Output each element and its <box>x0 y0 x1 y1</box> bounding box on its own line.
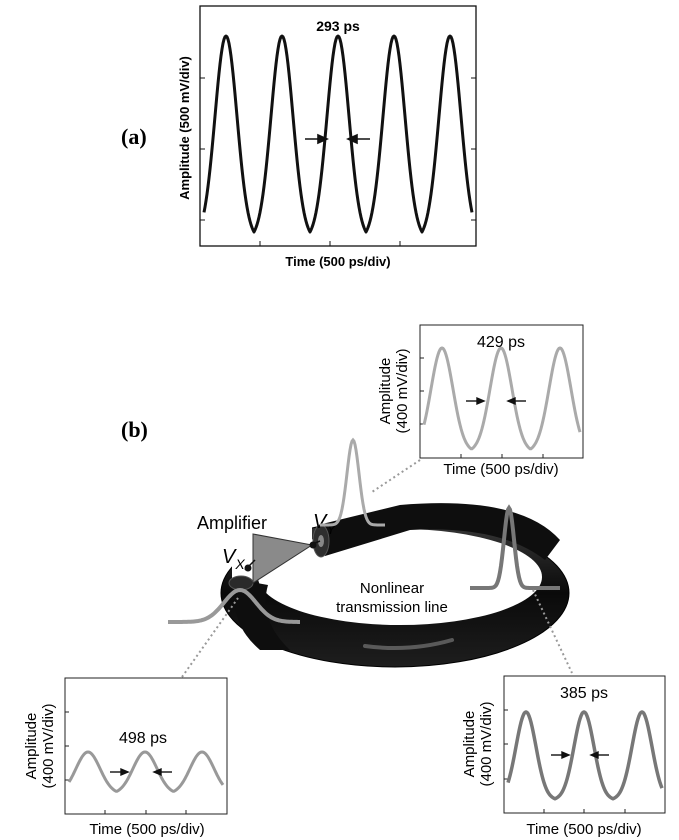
line-label-2: transmission line <box>336 599 448 616</box>
amplifier <box>244 533 321 584</box>
inset-left-trace <box>67 750 225 793</box>
inset-left-width-label: 498 ps <box>119 730 167 747</box>
panel-b: (b) Amplifier VY VX Nonlinear <box>23 324 666 838</box>
inset-right-xlabel: Time (500 ps/div) <box>526 821 641 838</box>
vx-node <box>244 564 252 572</box>
inset-right-ylabel-2: (400 mV/div) <box>478 701 495 786</box>
panel-a-xlabel: Time (500 ps/div) <box>285 254 390 269</box>
vy-node <box>309 541 317 549</box>
inset-left-ylabel-1: Amplitude <box>23 713 40 780</box>
inset-left-ylabel-2: (400 mV/div) <box>40 703 57 788</box>
inset-right: 385 ps Time (500 ps/div) Amplitude (400 … <box>461 675 666 838</box>
panel-a-frame <box>199 5 477 247</box>
line-label-1: Nonlinear <box>360 580 424 597</box>
inset-left-xlabel: Time (500 ps/div) <box>89 821 204 838</box>
inset-top-trace <box>422 346 582 451</box>
inset-left: 498 ps Time (500 ps/div) Amplitude (400 … <box>23 677 228 838</box>
vy-label: VY <box>313 511 337 537</box>
inset-top: 429 ps Time (500 ps/div) Amplitude (400 … <box>377 324 584 478</box>
panel-a-ticks <box>200 77 476 246</box>
transmission-line-ring <box>220 503 570 668</box>
pulse-on-line <box>470 504 560 590</box>
inset-right-ylabel-1: Amplitude <box>461 711 478 778</box>
inset-top-xlabel: Time (500 ps/div) <box>443 461 558 478</box>
pulse-at-vy <box>320 437 385 527</box>
panel-a-label: (a) <box>121 124 147 149</box>
panel-b-label: (b) <box>121 417 148 442</box>
inset-right-width-label: 385 ps <box>560 685 608 702</box>
amplifier-label: Amplifier <box>197 513 267 533</box>
pulse-at-vx <box>168 587 300 624</box>
vx-label: VX <box>222 546 245 572</box>
inset-top-ylabel-1: Amplitude <box>377 358 394 425</box>
panel-a-ylabel: Amplitude (500 mV/div) <box>177 56 192 200</box>
panel-a: (a) 293 ps Time (500 ps/div) Amplitude (… <box>121 5 477 269</box>
inset-top-width-label: 429 ps <box>477 334 525 351</box>
inset-top-ylabel-2: (400 mV/div) <box>394 348 411 433</box>
panel-a-width-label: 293 ps <box>316 18 360 34</box>
panel-a-width-arrows <box>305 133 370 145</box>
panel-a-trace <box>202 34 474 234</box>
leader-lines <box>181 459 573 678</box>
inset-right-trace <box>506 710 664 801</box>
